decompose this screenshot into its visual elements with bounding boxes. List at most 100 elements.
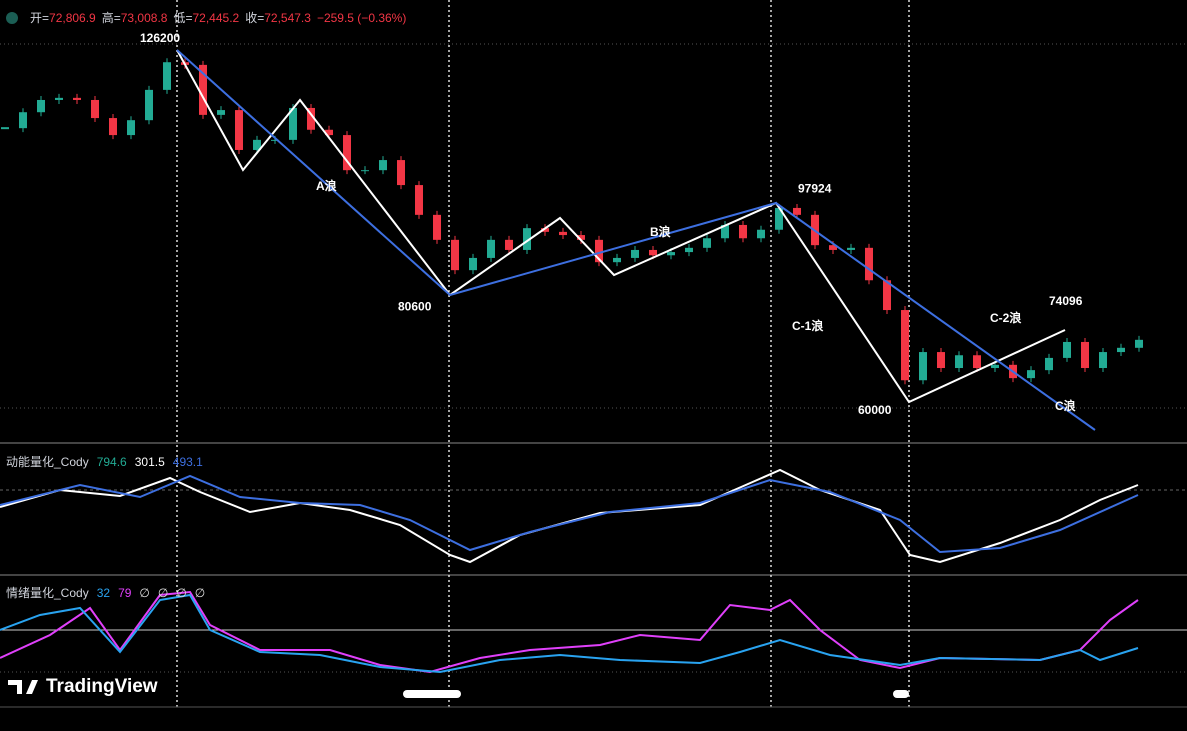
candle [1027, 370, 1035, 379]
candle [361, 170, 369, 172]
candle [649, 249, 657, 256]
candle [505, 239, 513, 250]
indicator-value: ∅ [139, 586, 149, 600]
indicator-value: 301.5 [135, 455, 165, 469]
candle [469, 257, 477, 271]
wave-trend [176, 49, 1096, 431]
candle [577, 235, 585, 240]
indicator-value: 493.1 [173, 455, 203, 469]
logo-mark [8, 680, 38, 694]
candle [955, 355, 963, 369]
candle [433, 214, 441, 240]
candle [829, 245, 837, 250]
indicator-value: 32 [97, 586, 111, 600]
sentiment-signal [0, 593, 1139, 674]
ohlc-value: 72,806.9 [49, 11, 96, 25]
candle [307, 107, 315, 130]
candle [901, 310, 909, 381]
wave-label: C浪 [1055, 398, 1076, 413]
candle [73, 97, 81, 100]
indicator-value: 794.6 [97, 455, 127, 469]
ohlc-value: 72,445.2 [192, 11, 239, 25]
indicator-value: ∅ [158, 586, 168, 600]
indicator-value: 79 [118, 586, 132, 600]
candle [1099, 352, 1107, 369]
candle [199, 64, 207, 115]
ohlc-value: 72,547.3 [264, 11, 311, 25]
wave-label: B浪 [650, 224, 671, 239]
candle [595, 239, 603, 263]
candle [163, 62, 171, 90]
candle [793, 207, 801, 215]
candle [667, 252, 675, 256]
wave-label: A浪 [316, 178, 337, 193]
time-axis [0, 707, 1187, 731]
candle [487, 239, 495, 258]
indicator-name: 动能量化_Cody [6, 455, 89, 469]
candle [613, 257, 621, 263]
candle [973, 355, 981, 369]
wave-label: C-2浪 [990, 310, 1021, 325]
indicator-value: ∅ [195, 586, 205, 600]
ohlc-label: 收= [245, 11, 264, 25]
candle [91, 99, 99, 119]
indicator-value: ∅ [176, 586, 186, 600]
candle [541, 228, 549, 232]
candle [1045, 357, 1053, 371]
candle [1135, 339, 1143, 348]
candle [343, 135, 351, 171]
candle [1, 127, 9, 130]
marker [893, 690, 909, 698]
candle [217, 110, 225, 115]
candle [379, 160, 387, 171]
candle [523, 228, 531, 250]
candle [937, 352, 945, 369]
price-label: 126200 [140, 31, 180, 45]
candle [775, 207, 783, 230]
candle [127, 120, 135, 136]
price-label: 80600 [398, 299, 432, 313]
header: 开= 72,806.9 高= 73,008.8 低= 72,445.2 收= 72,547.3… [30, 10, 406, 25]
candle [397, 160, 405, 186]
status-dot[interactable] [6, 12, 18, 24]
candle [109, 118, 117, 136]
candle [883, 280, 891, 311]
wave-zigzag [176, 49, 1066, 404]
momentum-signal [0, 474, 1139, 554]
candle [991, 364, 999, 369]
price-label: 97924 [798, 181, 832, 195]
candle [721, 224, 729, 239]
candle [1081, 341, 1089, 369]
candle [685, 247, 693, 253]
candle [631, 249, 639, 258]
candles [1, 58, 1143, 385]
candle [451, 239, 459, 271]
marker [403, 690, 461, 698]
candle [1117, 347, 1125, 353]
candle [145, 89, 153, 121]
ohlc-label: 开= [30, 11, 49, 25]
logo: TradingView [46, 676, 158, 697]
candle [865, 247, 873, 281]
indicator-name: 情绪量化_Cody [6, 586, 89, 600]
wave-label: C-1浪 [792, 318, 823, 333]
candle [415, 185, 423, 215]
candle [847, 247, 855, 250]
candle [703, 238, 711, 248]
candle [559, 231, 567, 236]
price-label: 60000 [858, 403, 892, 417]
candle [289, 107, 297, 140]
ohlc-label: 高= [102, 10, 121, 25]
ohlc-value: 73,008.8 [121, 11, 168, 25]
candle [325, 129, 333, 136]
candle [37, 99, 45, 113]
ohlc-label: 低= [173, 11, 192, 25]
candle [235, 110, 243, 150]
candle [739, 224, 747, 239]
candle [19, 112, 27, 129]
candle [1063, 341, 1071, 358]
candle [55, 97, 63, 100]
candle [757, 229, 765, 239]
